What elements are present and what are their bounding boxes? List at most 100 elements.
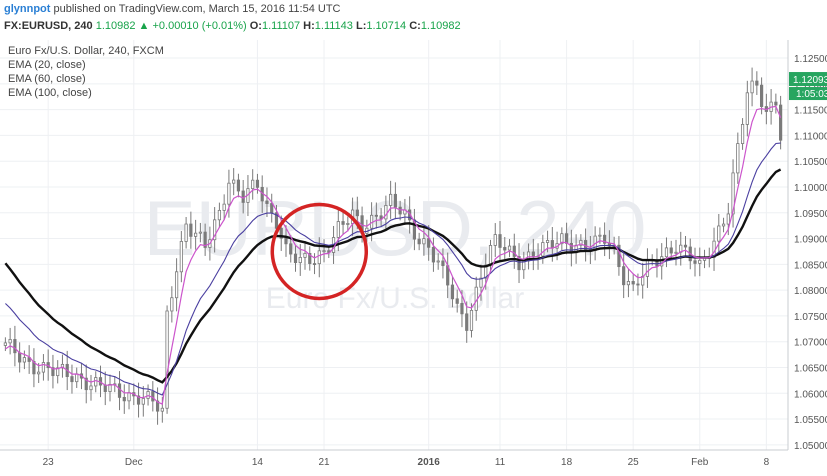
- candle-body: [683, 244, 688, 248]
- x-tick-label: 25: [628, 457, 640, 468]
- candle-body: [322, 250, 326, 253]
- candle-body: [693, 260, 697, 264]
- candle-body: [755, 80, 759, 86]
- candle-body: [56, 367, 60, 377]
- candle-body: [3, 342, 7, 346]
- candle-body: [317, 250, 321, 265]
- axes: 1.125001.120001.115001.110001.105001.100…: [0, 40, 827, 468]
- candle-body: [141, 398, 145, 405]
- candle-body: [103, 384, 107, 392]
- candle-body: [165, 310, 169, 409]
- candle-body: [598, 234, 602, 237]
- candle-body: [622, 266, 626, 286]
- candle-body: [284, 237, 288, 245]
- y-tick-label: 1.09000: [794, 235, 827, 246]
- candle-body: [398, 206, 402, 215]
- candle-body: [498, 234, 502, 248]
- y-tick-label: 1.06000: [794, 389, 827, 400]
- chart-area[interactable]: EURUSD, 240 Euro Fx/U.S. Dollar 1.12500 1.…: [0, 40, 827, 471]
- candle-body: [194, 232, 198, 237]
- candle-body: [579, 240, 583, 246]
- ema-20-line: [5, 105, 782, 405]
- candle-body: [289, 243, 293, 255]
- candle-body: [155, 400, 160, 412]
- y-tick-label: 1.05500: [794, 415, 827, 426]
- x-tick-label: 23: [43, 457, 55, 468]
- x-tick-label: 14: [252, 457, 264, 468]
- candle-body: [227, 182, 231, 205]
- candle-body: [51, 367, 55, 377]
- author-link[interactable]: glynnpot: [4, 3, 51, 15]
- candle-body: [379, 215, 383, 220]
- candle-body: [222, 203, 226, 211]
- candle-body: [441, 260, 445, 267]
- candle-body: [759, 84, 764, 107]
- candle-body: [465, 313, 469, 331]
- candle-body: [479, 277, 483, 288]
- ema-60-line: [5, 142, 781, 396]
- ema-100-line: [4, 168, 782, 384]
- candle-body: [488, 245, 493, 266]
- candle-body: [41, 362, 46, 373]
- x-tick-label: 11: [495, 457, 506, 468]
- candle-body: [37, 371, 41, 375]
- candle-body: [389, 193, 393, 206]
- candle-body: [541, 242, 545, 257]
- candle-body: [70, 376, 74, 383]
- candle-body: [626, 281, 631, 286]
- high-label: H:: [303, 20, 315, 32]
- candle-body: [617, 244, 621, 268]
- publish-info: glynnpot published on TradingView.com, M…: [4, 3, 340, 15]
- candle-body: [721, 223, 726, 227]
- candle-body: [431, 246, 436, 263]
- y-tick-label: 1.06500: [794, 363, 827, 374]
- candle-body: [436, 260, 440, 263]
- candle-body: [89, 385, 93, 391]
- candle-body: [8, 339, 12, 344]
- candle-body: [460, 303, 464, 315]
- candle-body: [84, 377, 88, 391]
- legend-entry: EMA (100, close): [8, 87, 92, 99]
- candle-body: [293, 253, 298, 264]
- candle-body: [631, 281, 635, 285]
- candle-body: [469, 309, 474, 331]
- candle-body: [312, 263, 317, 265]
- ema-lines: [4, 105, 782, 405]
- candle-body: [603, 234, 607, 244]
- candle-body: [427, 238, 431, 248]
- y-tick-label: 1.11000: [794, 131, 827, 142]
- candle-body: [251, 179, 255, 190]
- close-label: C:: [409, 20, 421, 32]
- candle-body: [731, 172, 735, 215]
- candle-body: [564, 233, 569, 244]
- candle-body: [174, 271, 179, 299]
- legend-entry: EMA (20, close): [8, 59, 86, 71]
- open-value: 1.11107: [261, 20, 301, 32]
- candle-body: [184, 223, 188, 242]
- open-label: O:: [249, 20, 262, 32]
- candle-body: [384, 205, 388, 220]
- quote-line: FX:EURUSD, 240 1.10982 ▲ +0.00010 (+0.01…: [4, 20, 461, 32]
- annotations: [270, 202, 369, 301]
- candle-body: [189, 223, 193, 237]
- candle-body: [726, 213, 730, 225]
- candle-body: [517, 256, 521, 271]
- x-tick-label: Dec: [125, 457, 143, 468]
- candle-body: [117, 383, 122, 398]
- candle-body: [122, 396, 126, 402]
- candle-body: [560, 233, 564, 245]
- close-value: 1.10982: [420, 20, 461, 32]
- legend-entry: Euro Fx/U.S. Dollar, 240, FXCM: [8, 45, 164, 57]
- candle-body: [255, 179, 260, 188]
- candle-body: [636, 283, 640, 286]
- candle-body: [160, 407, 164, 412]
- candle-body: [669, 247, 673, 254]
- candle-body: [179, 241, 183, 273]
- y-tick-label: 1.07000: [794, 338, 827, 349]
- candle-body: [493, 234, 497, 246]
- last-price: 1.10982: [95, 20, 136, 32]
- candle-body: [108, 383, 112, 392]
- y-tick-label: 1.12500: [794, 54, 827, 65]
- candle-body: [422, 238, 426, 245]
